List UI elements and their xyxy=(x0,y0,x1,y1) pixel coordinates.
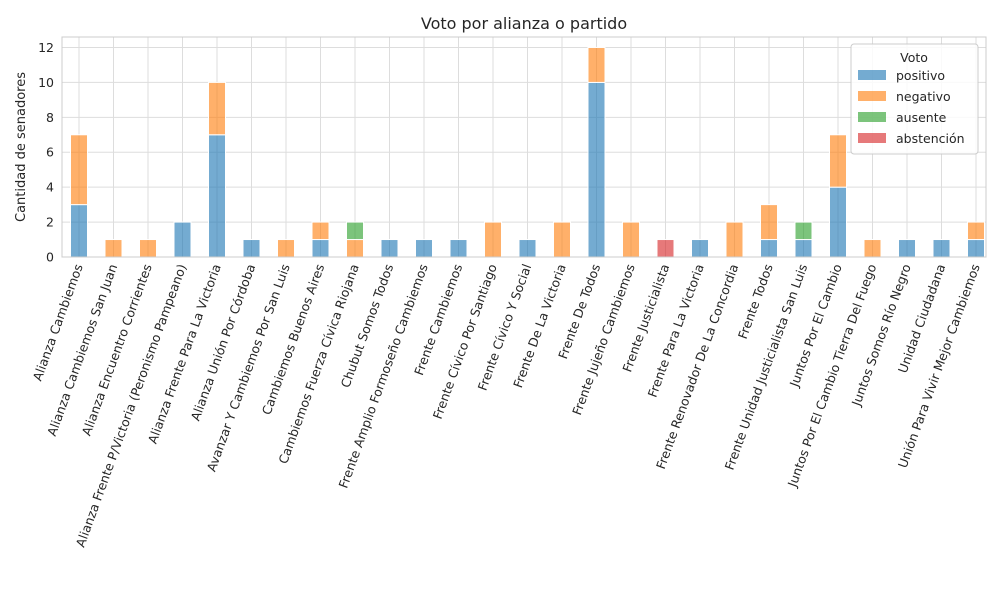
x-tick-label: Alianza Unión Por Córdoba xyxy=(188,262,259,423)
bar-negativo-7 xyxy=(311,221,330,241)
bar-negativo-0 xyxy=(70,134,88,206)
bar-positivo-24 xyxy=(898,239,916,258)
bar-positivo-5 xyxy=(242,239,261,258)
bar-negativo-23 xyxy=(863,239,882,258)
y-tick-label: 8 xyxy=(46,110,54,125)
bar-positivo-10 xyxy=(415,239,433,258)
y-tick-label: 2 xyxy=(46,215,54,230)
legend-label-negativo: negativo xyxy=(896,89,951,104)
legend-swatch-abstención xyxy=(858,133,886,143)
bar-negativo-16 xyxy=(622,221,640,258)
bar-negativo-2 xyxy=(139,239,157,258)
bars xyxy=(70,46,985,258)
x-tick-label: Frente Cívico Por Santiago xyxy=(430,262,500,421)
bar-negativo-1 xyxy=(104,239,123,258)
bar-abstención-17 xyxy=(656,239,675,258)
bar-positivo-3 xyxy=(173,221,192,258)
bar-positivo-20 xyxy=(760,239,778,258)
bar-positivo-11 xyxy=(449,239,468,258)
legend-label-positivo: positivo xyxy=(896,68,945,83)
legend-swatch-negativo xyxy=(858,91,886,101)
bar-positivo-4 xyxy=(208,134,226,258)
bar-negativo-8 xyxy=(346,239,364,258)
y-tick-label: 0 xyxy=(46,250,54,265)
legend: Voto positivo negativo ausente abstención xyxy=(850,43,979,155)
bar-negativo-12 xyxy=(484,221,502,258)
bar-positivo-15 xyxy=(587,81,606,258)
bar-positivo-21 xyxy=(794,239,813,258)
x-tick-label: Frente Todos xyxy=(735,262,776,341)
x-tick-label: Frente Jujeño Cambiemos xyxy=(569,262,638,417)
bar-positivo-9 xyxy=(380,239,399,258)
plot-frame xyxy=(61,36,987,258)
bar-negativo-4 xyxy=(208,81,226,136)
bar-negativo-15 xyxy=(587,46,606,83)
y-tick-label: 6 xyxy=(46,145,54,160)
y-ticks: 0 2 4 6 8 10 12 xyxy=(38,40,54,265)
y-tick-label: 4 xyxy=(46,180,54,195)
legend-title: Voto xyxy=(900,50,928,65)
bar-positivo-18 xyxy=(691,239,709,258)
bar-positivo-0 xyxy=(70,204,88,258)
bar-negativo-22 xyxy=(829,134,847,188)
bar-positivo-7 xyxy=(311,239,330,258)
bar-negativo-19 xyxy=(725,221,744,258)
y-tick-label: 12 xyxy=(38,40,54,55)
bar-positivo-25 xyxy=(932,239,951,258)
bar-positivo-26 xyxy=(967,239,985,258)
legend-label-ausente: ausente xyxy=(896,110,947,125)
legend-swatch-positivo xyxy=(858,70,886,80)
chart-title: Voto por alianza o partido xyxy=(421,14,627,33)
x-tick-label: Cambiemos Buenos Aires xyxy=(259,262,328,417)
bar-negativo-26 xyxy=(967,221,985,241)
legend-swatch-ausente xyxy=(858,112,886,122)
bar-positivo-22 xyxy=(829,186,847,258)
bar-negativo-20 xyxy=(760,204,778,241)
legend-label-abstención: abstención xyxy=(896,131,965,146)
grid xyxy=(62,37,986,258)
y-axis-label: Cantidad de senadores xyxy=(14,72,29,222)
bar-ausente-8 xyxy=(346,221,364,241)
bar-ausente-21 xyxy=(794,221,813,241)
y-tick-label: 10 xyxy=(38,75,54,90)
bar-negativo-6 xyxy=(277,239,295,258)
bar-negativo-14 xyxy=(553,221,571,258)
bar-positivo-13 xyxy=(518,239,537,258)
